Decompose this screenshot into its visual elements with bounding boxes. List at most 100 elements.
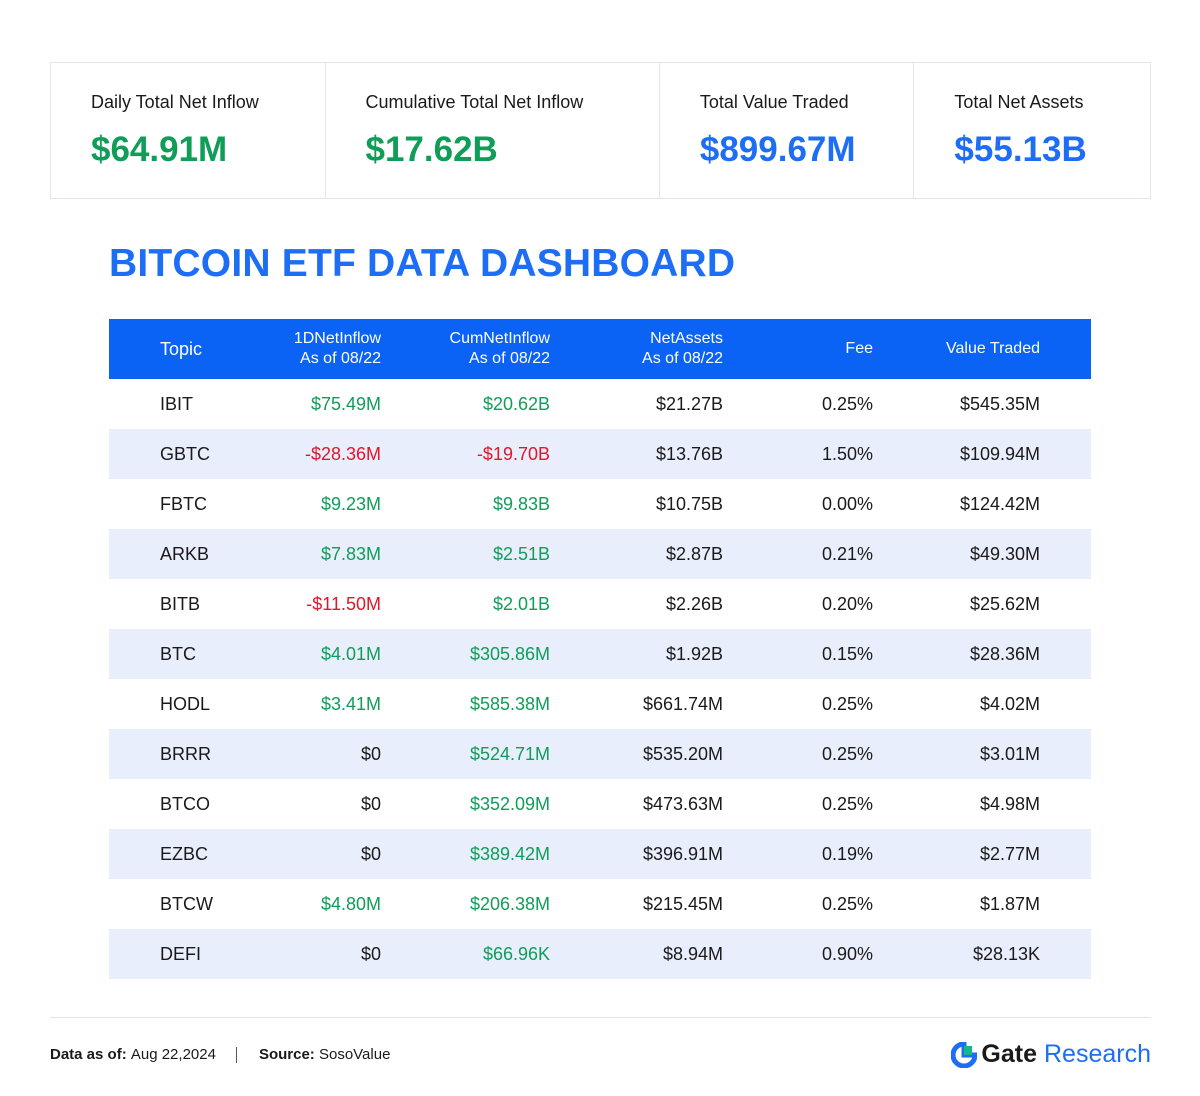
table-row: GBTC -$28.36M -$19.70B $13.76B 1.50% $109.94M — [109, 429, 1091, 479]
cell-1d-net-inflow: $0 — [360, 743, 381, 764]
cell-fee: 0.25% — [821, 793, 873, 814]
cell-value-traded: $109.94M — [959, 443, 1040, 464]
source-label: Source: — [258, 1046, 315, 1063]
table-row: BITB -$11.50M $2.01B $2.26B 0.20% $25.62M — [109, 579, 1091, 629]
cell-fee: 0.25% — [821, 743, 873, 764]
table-row: FBTC $9.23M $9.83B $10.75B 0.00% $124.42M — [109, 479, 1091, 529]
cell-value-traded: $1.87M — [979, 893, 1040, 914]
brand-research: Research — [1044, 1040, 1151, 1068]
table-row: BTCW $4.80M $206.38M $215.45M 0.25% $1.87M — [109, 879, 1091, 929]
cell-net-assets: $535.20M — [642, 743, 723, 764]
cell-value-traded: $25.62M — [969, 593, 1040, 614]
cell-net-assets: $661.74M — [642, 693, 723, 714]
header-line2: As of 08/22 — [642, 350, 723, 367]
header-line1: 1DNetInflow — [293, 330, 381, 347]
table-row: EZBC $0 $389.42M $396.91M 0.19% $2.77M — [109, 829, 1091, 879]
cell-topic: ARKB — [160, 543, 210, 564]
cell-fee: 0.90% — [821, 943, 873, 964]
cell-topic: HODL — [160, 693, 211, 714]
cell-fee: 0.25% — [821, 893, 873, 914]
cell-value-traded: $28.36M — [969, 643, 1040, 664]
stat-total-net-assets: Total Net Assets $55.13B — [914, 63, 1150, 198]
stat-label: Total Value Traded — [699, 92, 849, 112]
cell-1d-net-inflow: $4.80M — [320, 893, 381, 914]
cell-cum-net-inflow: $2.01B — [492, 593, 550, 614]
cell-value-traded: $28.13K — [972, 943, 1040, 964]
cell-topic: DEFI — [160, 943, 202, 964]
cell-1d-net-inflow: $7.83M — [320, 543, 381, 564]
cell-cum-net-inflow: $389.42M — [469, 843, 550, 864]
cell-cum-net-inflow: -$19.70B — [476, 443, 550, 464]
cell-net-assets: $10.75B — [655, 493, 723, 514]
cell-topic: EZBC — [160, 843, 209, 864]
cell-value-traded: $4.98M — [979, 793, 1040, 814]
header-topic: Topic — [160, 339, 202, 359]
cell-value-traded: $124.42M — [959, 493, 1040, 514]
cell-net-assets: $8.94M — [662, 943, 723, 964]
stat-value: $899.67M — [699, 130, 856, 169]
header-net-assets: NetAssets As of 08/22 — [642, 329, 723, 369]
cell-net-assets: $215.45M — [642, 893, 723, 914]
cell-1d-net-inflow: $9.23M — [320, 493, 381, 514]
cell-cum-net-inflow: $9.83B — [492, 493, 550, 514]
cell-fee: 0.00% — [821, 493, 873, 514]
footer: Data as of: Aug 22,2024 Source: SosoValu… — [50, 1046, 390, 1063]
brand-gate: Gate — [981, 1040, 1037, 1068]
stat-daily-net-inflow: Daily Total Net Inflow $64.91M — [51, 63, 326, 198]
stat-label: Daily Total Net Inflow — [91, 92, 259, 112]
table-row: HODL $3.41M $585.38M $661.74M 0.25% $4.02M — [109, 679, 1091, 729]
cell-1d-net-inflow: $0 — [360, 843, 381, 864]
summary-stats: Daily Total Net Inflow $64.91M Cumulativ… — [50, 62, 1151, 199]
cell-topic: FBTC — [160, 493, 207, 514]
cell-value-traded: $3.01M — [979, 743, 1040, 764]
cell-net-assets: $2.26B — [665, 593, 723, 614]
header-fee: Fee — [845, 339, 873, 359]
cell-topic: BTCW — [160, 893, 213, 914]
header-line1: CumNetInflow — [449, 330, 550, 347]
cell-topic: BTC — [160, 643, 196, 664]
stat-label: Total Net Assets — [954, 92, 1084, 112]
brand: Gate Research — [951, 1040, 1151, 1069]
cell-topic: GBTC — [160, 443, 211, 464]
footer-separator — [235, 1046, 237, 1063]
cell-fee: 0.15% — [821, 643, 873, 664]
cell-1d-net-inflow: $3.41M — [320, 693, 381, 714]
table-row: ARKB $7.83M $2.51B $2.87B 0.21% $49.30M — [109, 529, 1091, 579]
cell-cum-net-inflow: $20.62B — [482, 393, 550, 414]
cell-topic: BITB — [160, 593, 201, 614]
stat-value: $64.91M — [91, 130, 228, 169]
cell-cum-net-inflow: $206.38M — [469, 893, 550, 914]
date-value: Aug 22,2024 — [130, 1046, 216, 1063]
table-row: IBIT $75.49M $20.62B $21.27B 0.25% $545.35M — [109, 379, 1091, 429]
cell-net-assets: $396.91M — [642, 843, 723, 864]
stat-label: Cumulative Total Net Inflow — [365, 92, 584, 112]
cell-net-assets: $13.76B — [655, 443, 723, 464]
header-topic-label: Topic — [160, 339, 203, 359]
table-row: BRRR $0 $524.71M $535.20M 0.25% $3.01M — [109, 729, 1091, 779]
cell-net-assets: $21.27B — [655, 393, 723, 414]
cell-cum-net-inflow: $524.71M — [469, 743, 550, 764]
cell-1d-net-inflow: $4.01M — [320, 643, 381, 664]
dashboard-title: BITCOIN ETF DATA DASHBOARD — [109, 242, 736, 285]
cell-topic: BRRR — [160, 743, 212, 764]
cell-net-assets: $1.92B — [665, 643, 723, 664]
cell-fee: 0.25% — [821, 693, 873, 714]
table-row: DEFI $0 $66.96K $8.94M 0.90% $28.13K — [109, 929, 1091, 979]
cell-value-traded: $545.35M — [959, 393, 1040, 414]
table-row: BTC $4.01M $305.86M $1.92B 0.15% $28.36M — [109, 629, 1091, 679]
cell-topic: BTCO — [160, 793, 211, 814]
cell-value-traded: $4.02M — [979, 693, 1040, 714]
cell-fee: 1.50% — [821, 443, 873, 464]
cell-topic: IBIT — [160, 393, 194, 414]
header-line1: NetAssets — [650, 330, 723, 347]
header-line2: As of 08/22 — [469, 350, 550, 367]
header-value-traded-label: Value Traded — [946, 340, 1040, 357]
cell-cum-net-inflow: $66.96K — [482, 943, 550, 964]
footer-divider — [50, 1017, 1151, 1018]
cell-value-traded: $49.30M — [969, 543, 1040, 564]
cell-fee: 0.19% — [821, 843, 873, 864]
etf-table: Topic 1DNetInflow As of 08/22 CumNetInfl… — [109, 319, 1091, 979]
cell-net-assets: $473.63M — [642, 793, 723, 814]
table-body: IBIT $75.49M $20.62B $21.27B 0.25% $545.35M GB… — [109, 379, 1091, 979]
cell-1d-net-inflow: $0 — [360, 943, 381, 964]
